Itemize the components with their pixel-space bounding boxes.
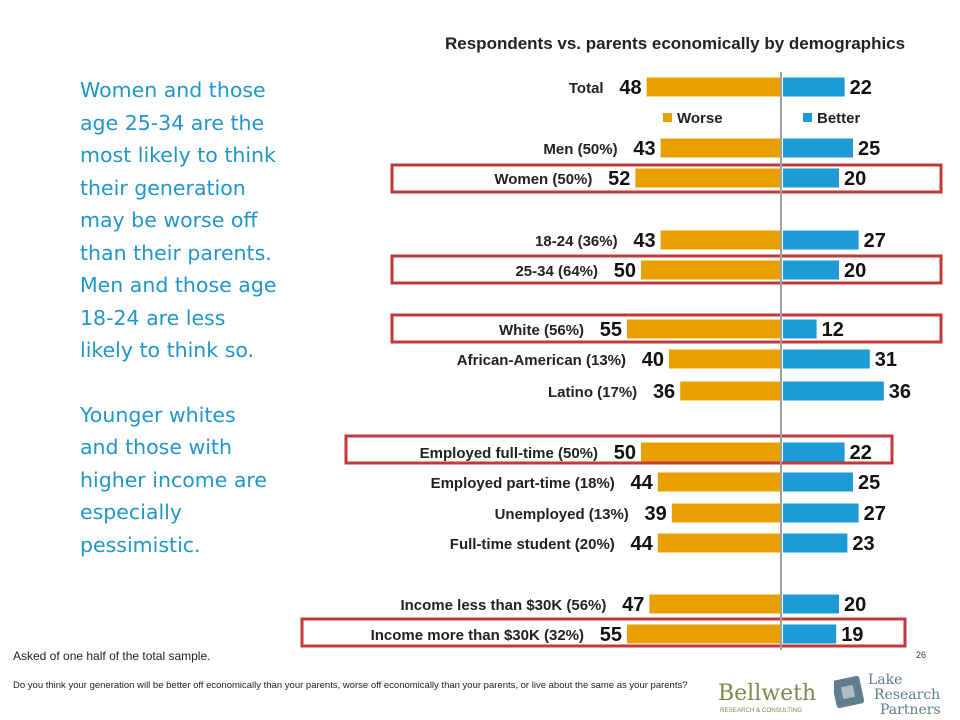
category-label: Employed part-time (18%) [431, 475, 615, 492]
better-bar [783, 624, 837, 644]
worse-value-label: 36 [653, 381, 675, 403]
worse-value-label: 48 [619, 77, 641, 99]
worse-bar [657, 533, 781, 553]
better-bar [783, 260, 839, 280]
worse-bar [646, 77, 781, 97]
legend-worse-label: Worse [677, 110, 723, 127]
lake-logo-line1: Lake [868, 672, 902, 688]
worse-value-label: 52 [608, 168, 630, 190]
bellwether-logo-name: Bellwether [718, 681, 816, 706]
lake-logo-line2: Research [874, 687, 940, 703]
legend-better-label: Better [817, 110, 861, 127]
highlight-box [390, 313, 943, 344]
better-value-label: 31 [875, 349, 897, 371]
better-value-label: 22 [850, 442, 872, 464]
better-bar [783, 319, 817, 339]
commentary-paragraph-1: Women and those age 25-34 are the most l… [80, 78, 277, 362]
better-value-label: 36 [889, 381, 911, 403]
highlight-box [300, 617, 907, 648]
worse-value-label: 47 [622, 594, 644, 616]
legend-worse-swatch [663, 113, 672, 122]
category-label: African-American (13%) [457, 352, 626, 369]
better-bar [783, 168, 839, 188]
worse-bar [671, 503, 781, 523]
worse-value-label: 40 [642, 349, 664, 371]
page-number: 26 [916, 650, 927, 660]
worse-bar [649, 594, 781, 614]
better-value-label: 20 [844, 594, 866, 616]
worse-bar [669, 349, 781, 369]
better-bar [783, 533, 848, 553]
bellwether-logo: Bellwether RESEARCH & CONSULTING [718, 681, 816, 714]
category-label: Full-time student (20%) [450, 536, 615, 553]
commentary-paragraph-2: Younger whites and those with higher inc… [80, 402, 268, 557]
worse-bar [627, 624, 781, 644]
better-value-label: 27 [864, 503, 886, 525]
lake-research-logo: Lake Research Partners [834, 672, 941, 718]
better-bar [783, 503, 859, 523]
legend-better-swatch [803, 113, 812, 122]
footnote: Asked of one half of the total sample. [13, 649, 211, 663]
worse-value-label: 43 [633, 230, 655, 252]
better-bar [783, 230, 859, 250]
better-bar [783, 442, 845, 462]
worse-value-label: 44 [631, 472, 654, 494]
survey-question: Do you think your generation will be bet… [13, 680, 688, 691]
worse-value-label: 50 [614, 442, 636, 464]
better-value-label: 20 [844, 168, 866, 190]
better-value-label: 25 [858, 138, 880, 160]
worse-value-label: 50 [614, 260, 636, 282]
category-label: Unemployed (13%) [495, 506, 629, 523]
category-label: Latino (17%) [548, 384, 637, 401]
better-value-label: 23 [852, 533, 874, 555]
category-label: Total [569, 80, 604, 97]
better-value-label: 20 [844, 260, 866, 282]
highlight-box [344, 434, 894, 465]
highlight-box [390, 163, 943, 194]
better-bar [783, 381, 884, 401]
category-label: 25-34 (64%) [515, 263, 598, 280]
better-bar [783, 594, 839, 614]
worse-bar [635, 168, 781, 188]
bellwether-logo-sub: RESEARCH & CONSULTING [720, 707, 802, 714]
category-label: Income less than $30K (56%) [400, 597, 606, 614]
worse-bar [680, 381, 781, 401]
better-value-label: 27 [864, 230, 886, 252]
better-bar [783, 77, 845, 97]
better-value-label: 22 [850, 77, 872, 99]
better-bar [783, 349, 870, 369]
highlight-box [390, 254, 943, 285]
better-value-label: 25 [858, 472, 880, 494]
worse-value-label: 43 [633, 138, 655, 160]
category-label: Employed full-time (50%) [420, 445, 598, 462]
worse-bar [660, 138, 781, 158]
worse-bar [657, 472, 781, 492]
commentary-text: Women and those age 25-34 are the most l… [80, 74, 280, 561]
worse-value-label: 39 [645, 503, 667, 525]
better-bar [783, 472, 853, 492]
better-value-label: 12 [822, 319, 844, 341]
category-label: White (56%) [499, 322, 584, 339]
worse-bar [627, 319, 781, 339]
category-label: Income more than $30K (32%) [371, 627, 584, 644]
worse-value-label: 55 [600, 624, 622, 646]
worse-bar [660, 230, 781, 250]
better-bar [783, 138, 853, 158]
worse-value-label: 44 [631, 533, 654, 555]
category-label: 18-24 (36%) [535, 233, 618, 250]
category-label: Men (50%) [543, 141, 617, 158]
worse-bar [641, 442, 781, 462]
category-label: Women (50%) [494, 171, 592, 188]
chart-title: Respondents vs. parents economically by … [445, 34, 906, 53]
worse-bar [641, 260, 781, 280]
better-value-label: 19 [841, 624, 863, 646]
worse-value-label: 55 [600, 319, 622, 341]
lake-logo-line3: Partners [880, 702, 941, 718]
